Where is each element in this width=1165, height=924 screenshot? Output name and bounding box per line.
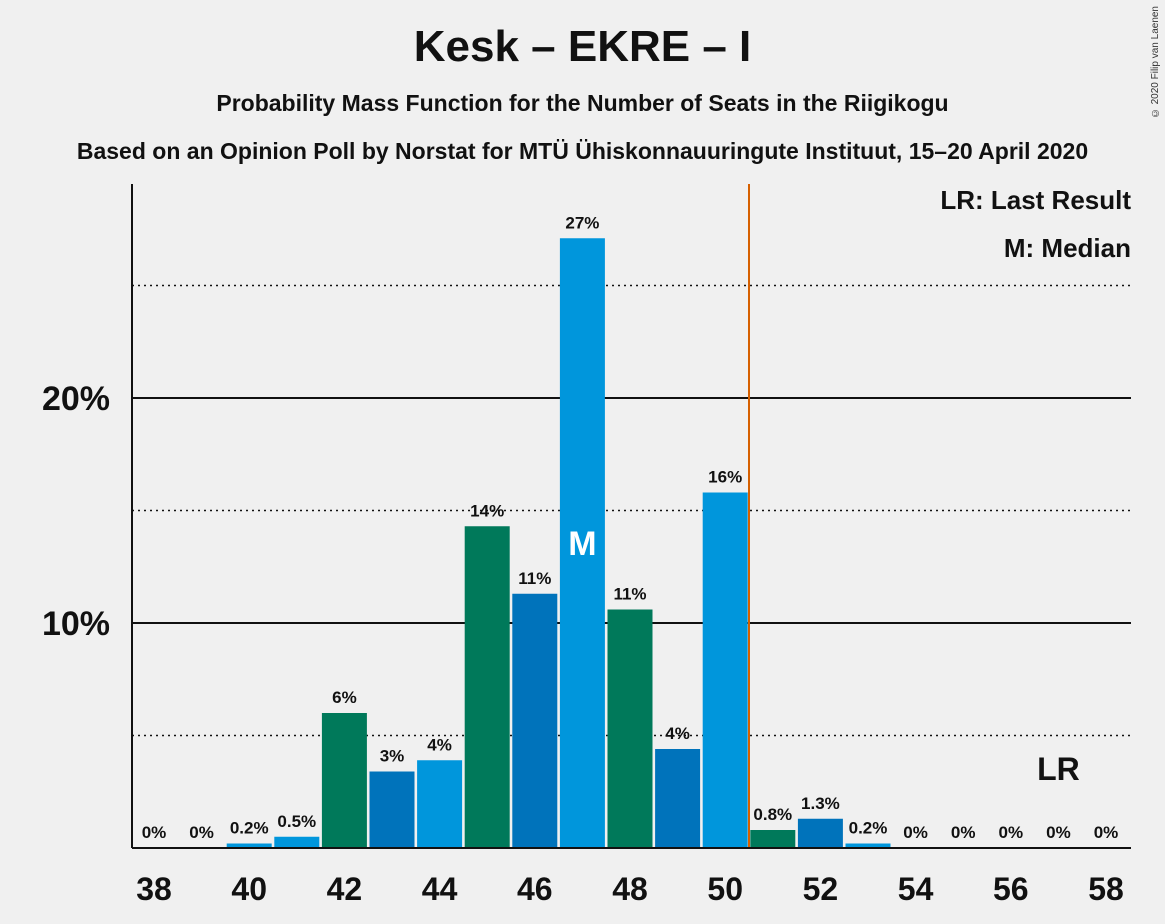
chart-title: Kesk – EKRE – I — [413, 22, 752, 71]
bar-label-seat-39: 0% — [189, 823, 214, 842]
bar-seat-45 — [464, 526, 510, 848]
y-tick-label: 10% — [42, 605, 110, 643]
bar-label-seat-43: 3% — [380, 747, 405, 766]
bar-label-seat-52: 1.3% — [801, 794, 840, 813]
bar-label-seat-44: 4% — [427, 735, 452, 754]
legend-median: M: Median — [1004, 233, 1131, 263]
bar-seat-43 — [369, 771, 415, 848]
y-tick-label: 20% — [42, 380, 110, 418]
bar-seat-51 — [750, 830, 796, 848]
bar-seat-49 — [655, 749, 701, 848]
chart-source: Based on an Opinion Poll by Norstat for … — [76, 138, 1089, 164]
bar-label-seat-45: 14% — [470, 501, 504, 520]
bar-label-seat-46: 11% — [518, 569, 551, 588]
x-tick-label: 42 — [327, 871, 363, 907]
x-tick-label: 46 — [517, 871, 553, 907]
bar-label-seat-48: 11% — [613, 585, 646, 604]
bar-seat-52 — [797, 818, 843, 848]
median-marker: M — [568, 525, 596, 563]
bar-label-seat-41: 0.5% — [277, 812, 316, 831]
bar-label-seat-38: 0% — [142, 823, 167, 842]
bar-label-seat-47: 27% — [565, 213, 599, 232]
bar-seat-41 — [274, 836, 320, 848]
x-tick-label: 44 — [422, 871, 458, 907]
bar-seat-42 — [321, 713, 367, 848]
bar-seat-46 — [512, 593, 558, 848]
last-result-marker: LR — [1037, 751, 1080, 787]
bar-label-seat-40: 0.2% — [230, 819, 269, 838]
bar-label-seat-53: 0.2% — [849, 819, 888, 838]
x-tick-label: 48 — [612, 871, 648, 907]
chart-subtitle: Probability Mass Function for the Number… — [216, 90, 949, 116]
bars — [226, 238, 891, 848]
x-tick-label: 54 — [898, 871, 934, 907]
axes: 10% 20% 38 40 42 44 46 48 50 52 54 56 58 — [42, 184, 1131, 907]
bar-label-seat-56: 0% — [999, 823, 1024, 842]
bar-label-seat-49: 4% — [665, 724, 690, 743]
bar-label-seat-51: 0.8% — [753, 805, 792, 824]
bar-seat-53 — [845, 843, 891, 848]
bar-label-seat-42: 6% — [332, 688, 357, 707]
bar-seat-48 — [607, 609, 653, 848]
x-tick-label: 38 — [136, 871, 172, 907]
bar-seat-47 — [559, 238, 605, 848]
bar-label-seat-58: 0% — [1094, 823, 1119, 842]
bar-label-seat-57: 0% — [1046, 823, 1071, 842]
bar-seat-44 — [417, 760, 463, 848]
bar-label-seat-55: 0% — [951, 823, 976, 842]
bar-label-seat-50: 16% — [708, 468, 742, 487]
x-tick-label: 56 — [993, 871, 1029, 907]
bar-label-seat-54: 0% — [903, 823, 928, 842]
x-tick-label: 52 — [803, 871, 839, 907]
bar-seat-50 — [702, 492, 748, 848]
bar-seat-40 — [226, 843, 272, 848]
bar-labels: 0% 0% 0.2% 0.5% 6% 3% 4% 14% 11% 27% 11% 4% 16% 0.8% 1… — [142, 184, 1119, 848]
x-tick-label: 50 — [707, 871, 743, 907]
x-tick-label: 40 — [231, 871, 267, 907]
x-tick-label: 58 — [1088, 871, 1124, 907]
legend-last-result: LR: Last Result — [940, 185, 1131, 215]
